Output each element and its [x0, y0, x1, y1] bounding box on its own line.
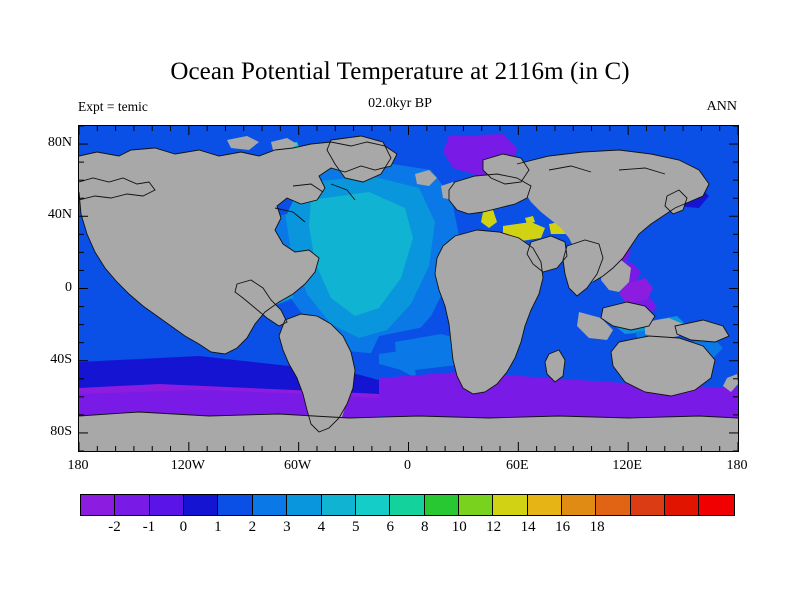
colorbar-cell-3 [184, 495, 219, 515]
lon-tick-120E-5: 120E [612, 458, 642, 473]
colorbar-cell-0 [81, 495, 116, 515]
lon-tick-60E-4: 60E [506, 458, 529, 473]
colorbar-swatches [80, 494, 735, 516]
colorbar-tick-10: 10 [451, 519, 467, 535]
colorbar-cell-2 [149, 495, 185, 515]
colorbar-tick-2: 2 [248, 519, 257, 535]
season-label: ANN [706, 99, 737, 114]
colorbar-cell-14 [562, 495, 597, 515]
lat-tick-40S: 40S [50, 351, 72, 367]
subtitle-time-period: 02.0kyr BP [368, 96, 432, 111]
experiment-label: Expt = temic [78, 99, 148, 114]
lon-tick-120W-1: 120W [170, 458, 205, 473]
colorbar-tick-8: 8 [420, 519, 429, 535]
lat-tick-80S: 80S [50, 423, 72, 439]
coastline-layer [79, 135, 738, 433]
colorbar-tick-6: 6 [386, 519, 395, 535]
colorbar-tick-18: 18 [589, 519, 605, 535]
lat-tick-0: 0 [65, 279, 72, 295]
colorbar-cell-9 [390, 495, 425, 515]
map-plot-area [78, 125, 739, 452]
colorbar-tick--2: -2 [108, 519, 121, 535]
land-masses [79, 136, 738, 451]
colorbar-cell-8 [355, 495, 391, 515]
colorbar-cell-12 [493, 495, 528, 515]
lat-tick-80N: 80N [47, 135, 72, 151]
lon-tick-0-3: 0 [404, 458, 411, 473]
colorbar-tick-3: 3 [283, 519, 291, 535]
colorbar-tick-12: 12 [486, 519, 502, 535]
colorbar-tick--1: -1 [142, 519, 156, 535]
colorbar-cell-7 [321, 495, 356, 515]
colorbar-cell-11 [458, 495, 494, 515]
lon-tick-60W-2: 60W [284, 458, 312, 473]
colorbar-cell-4 [218, 495, 253, 515]
colorbar-tick-14: 14 [520, 519, 536, 535]
colorbar-cell-17 [665, 495, 700, 515]
colorbar-cell-6 [287, 495, 322, 515]
page-title: Ocean Potential Temperature at 2116m (in… [170, 58, 630, 85]
colorbar-cell-18 [699, 495, 734, 515]
colorbar-tick-0: 0 [179, 519, 188, 535]
colorbar-cell-16 [630, 495, 666, 515]
colorbar-cell-1 [115, 495, 150, 515]
colorbar-tick-4: 4 [317, 519, 326, 535]
colorbar-cell-13 [527, 495, 563, 515]
colorbar-tick-5: 5 [352, 519, 360, 535]
axis-tick-marks [79, 126, 738, 451]
colorbar-legend [80, 494, 735, 516]
lon-tick-180-6: 180 [726, 458, 748, 473]
lat-tick-40N: 40N [47, 207, 72, 223]
colorbar-cell-5 [252, 495, 288, 515]
world-map-temperature-field [79, 126, 738, 451]
lon-tick-180-0: 180 [67, 458, 89, 473]
colorbar-tick-16: 16 [555, 519, 571, 535]
colorbar-cell-10 [424, 495, 459, 515]
colorbar-cell-15 [596, 495, 631, 515]
colorbar-tick-1: 1 [214, 519, 222, 535]
